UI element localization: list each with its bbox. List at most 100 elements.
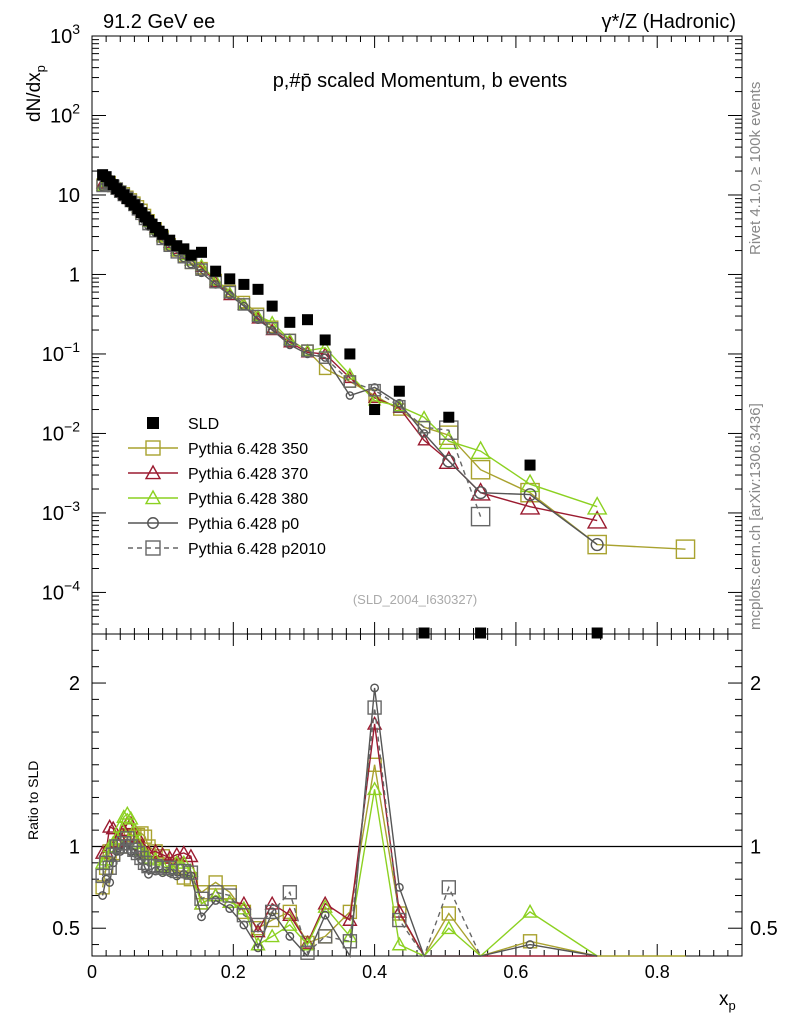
- ratio-point: [123, 810, 139, 825]
- series-point: [223, 285, 237, 299]
- ratio-point: [101, 818, 118, 833]
- series-point: [195, 263, 208, 276]
- legend-marker: [145, 540, 161, 556]
- ratio-point: [392, 912, 407, 928]
- series-point: [519, 473, 541, 493]
- series-point: [368, 383, 381, 397]
- sld-point: [196, 246, 208, 258]
- series-point: [320, 353, 330, 362]
- sld-point: [344, 348, 356, 360]
- sld-point: [393, 385, 405, 397]
- ratio-point: [250, 917, 266, 933]
- ratio-point: [441, 880, 456, 895]
- series-point: [283, 333, 297, 347]
- legend-marker: [145, 440, 161, 456]
- series-point: [470, 440, 491, 460]
- chart-title: p,#p̄ scaled Momentum, b events: [273, 70, 568, 92]
- sld-point: [369, 404, 381, 416]
- ratio-point: [116, 809, 132, 823]
- analysis-watermark: (SLD_2004_I630327): [353, 592, 477, 607]
- x-tick-label: 0.6: [503, 962, 528, 982]
- y-tick-label: 103: [50, 21, 80, 48]
- sld-point: [157, 228, 169, 240]
- series-point: [345, 391, 355, 400]
- sld-point: [171, 240, 183, 252]
- sld-point: [418, 627, 430, 639]
- y-tick-label: 10−2: [42, 418, 80, 445]
- process-label: γ*/Z (Hadronic): [602, 11, 736, 33]
- y-tick-label: 10−3: [42, 498, 80, 525]
- ratio-point: [441, 906, 456, 921]
- series-point: [343, 367, 357, 380]
- sld-point: [301, 314, 313, 326]
- ratio-point: [211, 895, 221, 905]
- ratio-point: [299, 934, 316, 949]
- ratio-line: [102, 723, 598, 957]
- legend-entry: Pythia 6.428 380: [128, 489, 308, 508]
- y-tick-label: 1: [69, 264, 80, 286]
- ratio-line: [102, 789, 598, 957]
- series-line: [102, 183, 598, 546]
- series-point: [438, 430, 460, 450]
- data-layer: [94, 169, 696, 960]
- sld-point: [178, 243, 190, 255]
- sld-point: [266, 300, 278, 312]
- legend-entry: Pythia 6.428 350: [128, 440, 308, 458]
- series-point: [470, 482, 491, 501]
- y-tick-label: 102: [50, 100, 80, 127]
- legend-label: SLD: [188, 416, 219, 433]
- sld-point: [524, 459, 536, 471]
- series-line: [102, 180, 598, 508]
- ratio-point: [370, 683, 380, 693]
- legend-entry: Pythia 6.428 370: [128, 464, 308, 483]
- ratio-point: [236, 907, 252, 923]
- ratio-tick-label: 1: [750, 836, 761, 858]
- legend-entry: SLD: [147, 416, 219, 433]
- x-tick-label: 0.4: [362, 962, 387, 982]
- ratio-point: [342, 934, 358, 949]
- series-point: [237, 298, 251, 311]
- series-point: [590, 538, 604, 552]
- series-point: [519, 496, 541, 515]
- ratio-point: [222, 888, 237, 903]
- y-tick-label: 10−4: [42, 577, 80, 604]
- sld-point: [252, 283, 264, 295]
- legend: SLD Pythia 6.428 350 Pythia 6.428 370 Pythi…: [128, 416, 326, 558]
- energy-label: 91.2 GeV ee: [103, 11, 215, 33]
- ratio-point: [317, 929, 333, 944]
- ratio-point: [282, 907, 298, 922]
- ratio-point: [282, 885, 298, 900]
- ratio-axis-label: Ratio to SLD: [25, 761, 41, 840]
- ratio-point: [367, 700, 382, 715]
- ratio-point: [137, 855, 153, 871]
- ratio-point: [264, 904, 280, 920]
- sld-point: [185, 249, 197, 261]
- series-point: [343, 375, 357, 388]
- x-tick-label: 0: [87, 962, 97, 982]
- ratio-point: [391, 936, 408, 951]
- sld-point: [319, 334, 331, 346]
- axes-layer: 0 0.2 0.4 0.6 0.8 10−4 10−3 10−2 10−1 1 10 102 103 0.…: [42, 21, 778, 982]
- ratio-series-1: [94, 715, 598, 957]
- series-line: [102, 182, 482, 517]
- ratio-point: [320, 910, 330, 920]
- sld-point: [238, 278, 250, 290]
- legend-marker: [144, 464, 162, 480]
- ratio-point: [194, 891, 209, 906]
- ratio-point: [208, 885, 223, 900]
- ratio-plot-frame: [91, 633, 743, 957]
- series-point: [393, 399, 406, 413]
- ratio-tick-label: 0.5: [52, 918, 80, 940]
- ratio-point: [98, 891, 108, 900]
- sld-point: [224, 273, 236, 285]
- ratio-point: [285, 931, 295, 941]
- series-point: [417, 433, 431, 446]
- series-point: [442, 454, 456, 468]
- series-point: [370, 383, 379, 392]
- series-point: [587, 534, 607, 555]
- ratio-point: [225, 904, 235, 914]
- ratio-tick-label: 0.5: [750, 918, 778, 940]
- legend-label: Pythia 6.428 350: [188, 441, 308, 458]
- x-tick-label: 0.2: [221, 962, 246, 982]
